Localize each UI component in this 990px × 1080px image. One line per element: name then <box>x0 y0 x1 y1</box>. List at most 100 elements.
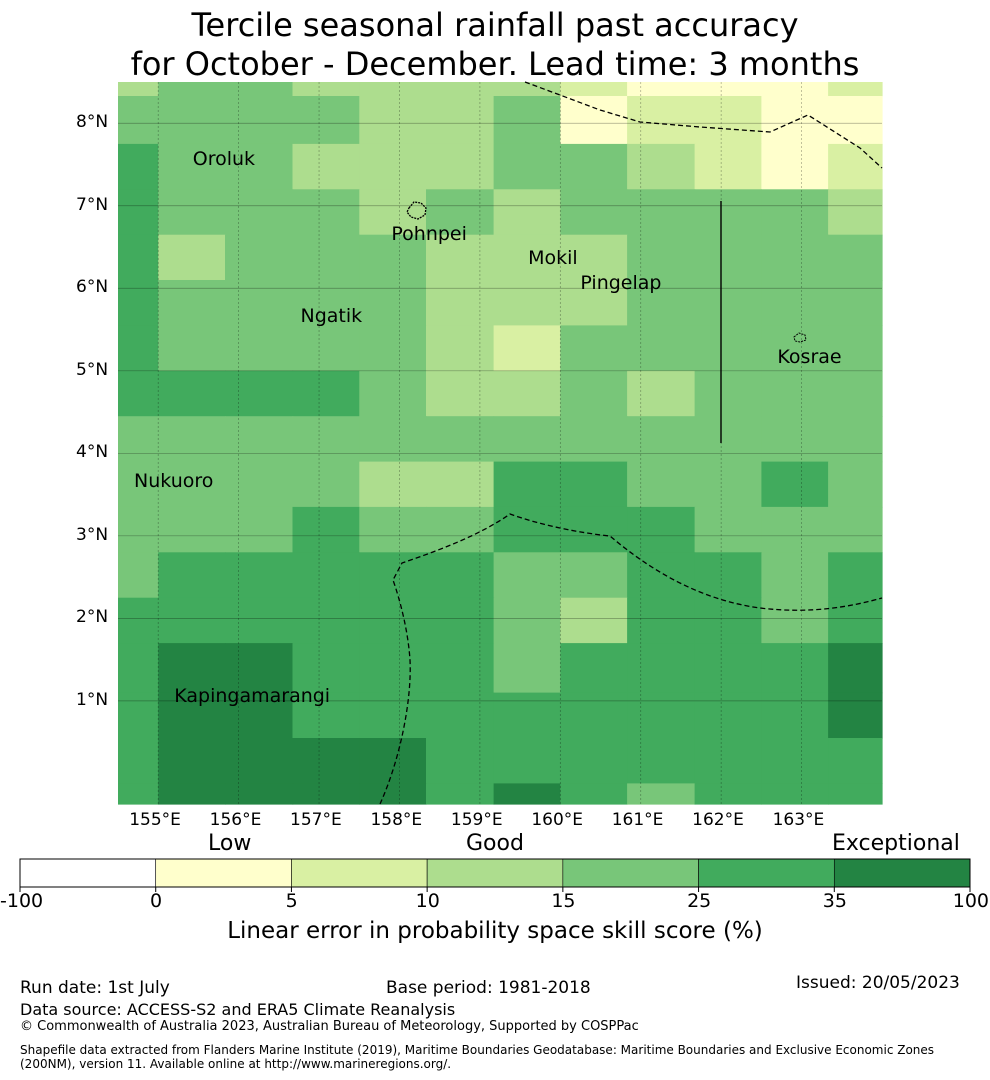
grid-cell <box>158 370 226 417</box>
grid-cell <box>761 325 829 372</box>
longitude-tick-label: 161°E <box>611 810 664 830</box>
grid-cell <box>292 96 360 145</box>
grid-cell <box>292 189 360 236</box>
grid-cell <box>225 143 294 190</box>
grid-cell <box>560 189 628 236</box>
grid-cell <box>560 280 628 326</box>
grid-cell <box>560 234 628 281</box>
grid-cell <box>761 783 829 805</box>
colorbar-title: Linear error in probability space skill … <box>227 918 763 944</box>
grid-cell <box>761 189 829 236</box>
colorbar-segment <box>291 858 428 888</box>
grid-cell <box>493 692 561 739</box>
grid-cell <box>560 416 628 463</box>
grid-cell <box>828 506 883 553</box>
grid-cell <box>627 738 696 784</box>
grid-cell <box>761 461 829 508</box>
island-label: Kosrae <box>777 346 842 369</box>
grid-cell <box>828 96 883 145</box>
colorbar-tick-label: 35 <box>822 890 847 912</box>
grid-cell <box>292 597 360 644</box>
grid-cell <box>828 461 883 508</box>
grid-cell <box>292 506 360 553</box>
grid-cell <box>225 692 294 739</box>
colorbar-tick-label: 5 <box>285 890 298 912</box>
grid-cell <box>627 325 696 372</box>
grid-cell <box>493 143 561 190</box>
grid-cell <box>493 597 561 644</box>
grid-cell <box>493 738 561 784</box>
grid-cell <box>694 552 762 599</box>
grid-cell <box>292 738 360 784</box>
grid-cell <box>627 370 696 417</box>
grid-cell <box>426 325 495 372</box>
grid-cell <box>225 506 294 553</box>
grid-cell <box>359 143 427 190</box>
grid-cell <box>158 783 226 805</box>
grid-cell <box>118 280 159 326</box>
grid-cell <box>158 325 226 372</box>
grid-cell <box>560 96 628 145</box>
grid-cell <box>694 234 762 281</box>
grid-cell <box>560 738 628 784</box>
colorbar-segment <box>426 858 564 888</box>
grid-cell <box>426 82 495 97</box>
map-title-line-1: Tercile seasonal rainfall past accuracy <box>191 6 799 44</box>
grid-cell <box>560 82 628 97</box>
grid-cell <box>359 280 427 326</box>
grid-cell <box>493 783 561 805</box>
latitude-tick-label: 7°N <box>76 194 109 215</box>
grid-cell <box>292 416 360 463</box>
colorbar-tick-label: 15 <box>551 890 576 912</box>
longitude-tick-label: 159°E <box>450 810 503 830</box>
grid-cell <box>426 189 495 236</box>
grid-cell <box>761 143 829 190</box>
grid-cell <box>761 552 829 599</box>
latitude-tick-label: 6°N <box>76 277 109 298</box>
grid-cell <box>426 783 495 805</box>
latitude-tick-label: 8°N <box>76 112 109 133</box>
grid-cell <box>761 280 829 326</box>
grid-cell <box>118 461 159 508</box>
shapefile-credit-2: (200NM), version 11. Available online at… <box>20 1057 452 1071</box>
island-label: Mokil <box>528 247 578 270</box>
grid-cell <box>560 325 628 372</box>
grid-cell <box>225 597 294 644</box>
grid-cell <box>493 416 561 463</box>
grid-cell <box>292 280 360 326</box>
grid-cell <box>118 96 159 145</box>
grid-cell <box>560 643 628 694</box>
skill-grid <box>118 82 883 805</box>
grid-cell <box>225 189 294 236</box>
longitude-tick-label: 155°E <box>129 810 181 830</box>
grid-cell <box>359 738 427 784</box>
grid-cell <box>359 597 427 644</box>
grid-cell <box>627 461 696 508</box>
grid-cell <box>158 234 226 281</box>
island-label: Pingelap <box>580 272 662 295</box>
kosrae-outline <box>793 332 807 343</box>
grid-cell <box>694 143 762 190</box>
grid-cell <box>694 783 762 805</box>
grid-cell <box>627 143 696 190</box>
grid-cell <box>359 82 427 97</box>
grid-cell <box>426 96 495 145</box>
colorbar-frame <box>19 858 971 888</box>
grid-cell <box>426 643 495 694</box>
grid-cell <box>426 370 495 417</box>
data-source: Data source: ACCESS-S2 and ERA5 Climate … <box>20 1000 456 1019</box>
latitude-tick-label: 4°N <box>76 442 109 463</box>
grid-cell <box>627 643 696 694</box>
grid-cell <box>158 189 226 236</box>
grid-cell <box>560 461 628 508</box>
grid-cell <box>694 189 762 236</box>
grid-cell <box>694 506 762 553</box>
grid-cell <box>426 552 495 599</box>
colorbar-segment <box>19 858 157 888</box>
grid-cell <box>225 783 294 805</box>
grid-cell <box>426 692 495 739</box>
grid-cell <box>118 234 159 281</box>
grid-cell <box>359 189 427 236</box>
grid-cell <box>560 552 628 599</box>
